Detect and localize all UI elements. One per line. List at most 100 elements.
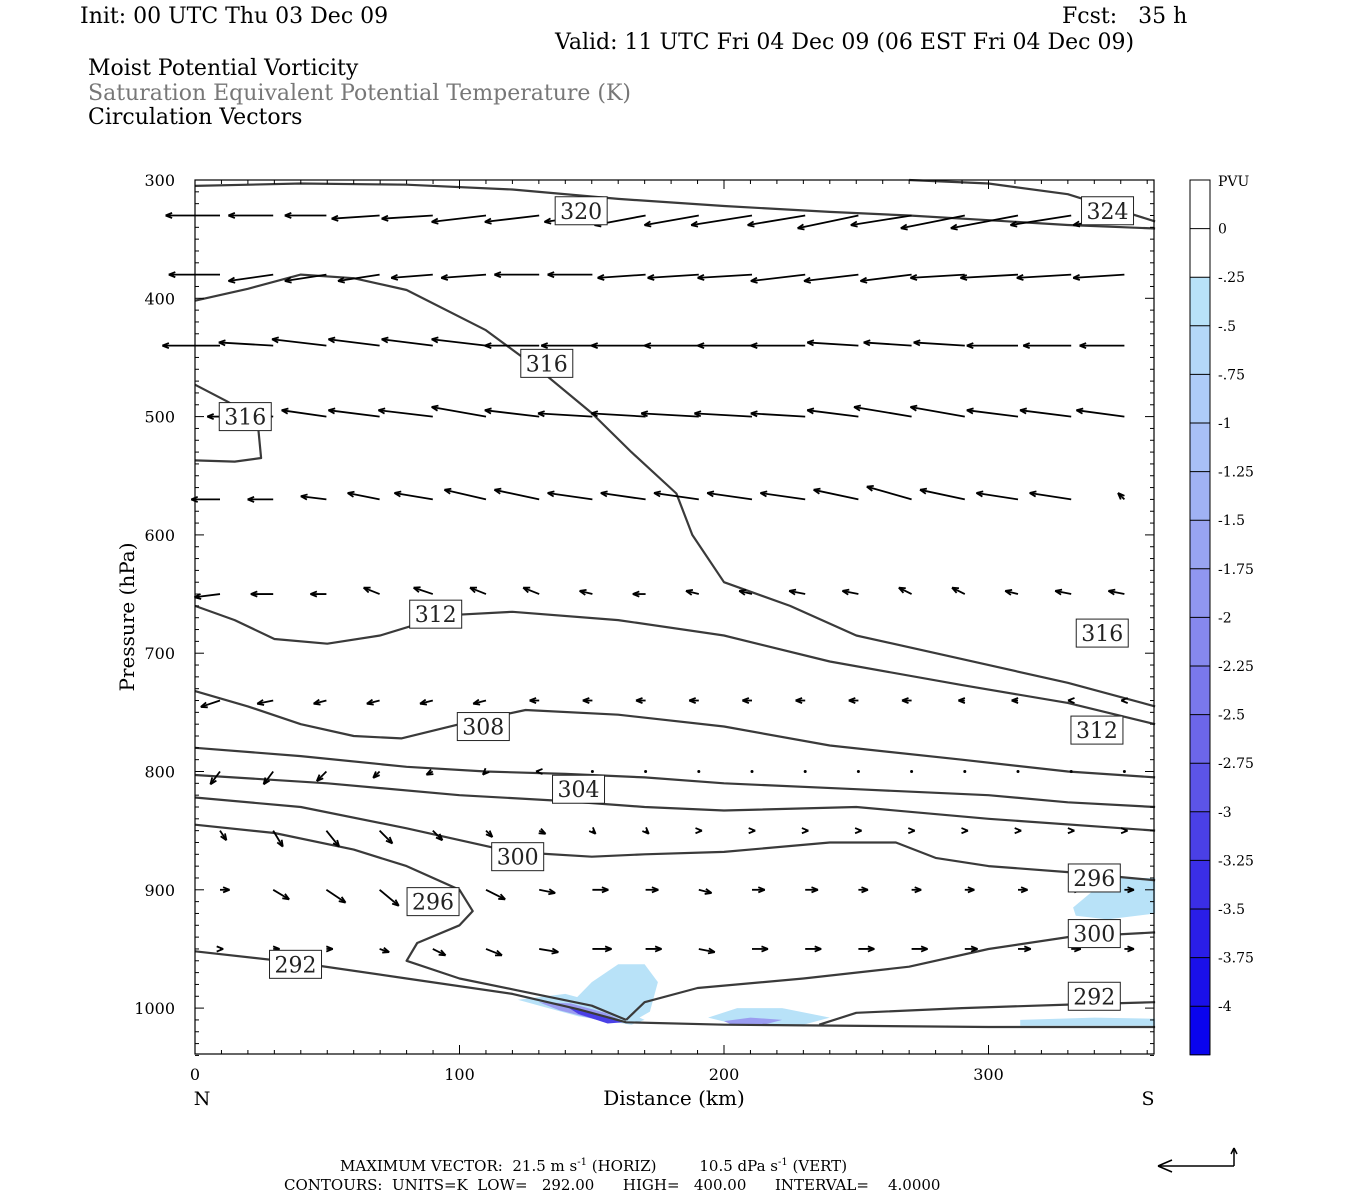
contour-line-296	[625, 931, 1156, 1021]
svg-text:300: 300	[497, 846, 539, 871]
circulation-vector	[1120, 827, 1128, 835]
contour-label-316: 316	[1075, 618, 1129, 648]
contour-label-300: 300	[1067, 919, 1121, 949]
circulation-vector	[850, 214, 912, 228]
circulation-vector	[529, 697, 540, 704]
circulation-vector	[547, 271, 593, 279]
y-tick-label: 600	[144, 526, 175, 545]
contour-label-316: 316	[218, 402, 272, 432]
colorbar-label: -.25	[1218, 270, 1245, 286]
circulation-vector	[863, 339, 912, 347]
circulation-vector	[216, 945, 224, 953]
circulation-vector	[738, 589, 753, 596]
circulation-vector	[378, 830, 394, 845]
circulation-vector	[1075, 407, 1125, 418]
circulation-vector	[698, 947, 716, 955]
circulation-vector	[1069, 770, 1073, 773]
colorbar-swatch	[1190, 568, 1210, 618]
init-time: Init: 00 UTC Thu 03 Dec 09	[80, 4, 389, 29]
colorbar-swatch	[1190, 811, 1210, 861]
mpv-shading-5	[724, 1017, 783, 1025]
circulation-vector	[647, 273, 699, 281]
circulation-vector	[494, 271, 540, 279]
circulation-vector	[256, 699, 274, 706]
colorbar-title: PVU	[1218, 174, 1250, 190]
colorbar-label: -4	[1218, 999, 1232, 1015]
contour-label-296: 296	[406, 887, 460, 917]
circulation-vector	[909, 404, 965, 418]
circulation-vector	[485, 830, 494, 838]
circulation-vector	[1016, 770, 1020, 773]
valid-time: Valid: 11 UTC Fri 04 Dec 09 (06 EST Fri …	[555, 30, 1135, 55]
circulation-vector	[805, 886, 819, 894]
colorbar-swatch	[1190, 180, 1210, 230]
circulation-vector	[759, 490, 806, 501]
circulation-vector	[597, 273, 646, 281]
colorbar-swatch	[1190, 763, 1210, 813]
circulation-vector	[1072, 273, 1125, 281]
contour-label-292: 292	[269, 949, 323, 979]
circulation-vector	[797, 214, 859, 231]
circulation-vector	[325, 945, 334, 953]
circulation-vector	[209, 770, 221, 786]
circulation-vector	[1014, 827, 1022, 835]
contour-line-320	[194, 182, 1156, 230]
circulation-vector	[805, 945, 822, 953]
circulation-vector	[592, 945, 612, 953]
circulation-vector	[315, 770, 328, 782]
circulation-vector	[592, 886, 609, 894]
circulation-vector	[697, 342, 752, 350]
circulation-vector	[653, 490, 699, 501]
circulation-vector	[801, 827, 809, 835]
circulation-vector	[469, 586, 487, 595]
circulation-vector	[425, 768, 434, 776]
circulation-vector	[440, 273, 487, 281]
contour-line-292	[194, 823, 627, 1021]
circulation-vector	[1054, 588, 1072, 596]
colorbar-swatch	[1190, 666, 1210, 716]
circulation-vector	[579, 589, 593, 596]
circulation-vector	[165, 212, 220, 219]
circulation-vector	[1124, 945, 1135, 953]
circulation-vector	[393, 490, 433, 501]
circulation-vector	[206, 413, 220, 421]
circulation-vector	[1067, 697, 1075, 704]
circulation-vector	[966, 342, 1018, 350]
circulation-vector	[162, 342, 220, 350]
circulation-vector	[848, 697, 859, 704]
circulation-vector	[950, 214, 1019, 231]
svg-text:308: 308	[462, 716, 504, 741]
circulation-vector	[379, 889, 400, 907]
y-tick-label: 500	[144, 408, 175, 427]
contour-label-300: 300	[491, 842, 545, 872]
circulation-vector	[366, 698, 380, 706]
circulation-vector	[200, 699, 221, 709]
circulation-vector	[858, 945, 875, 953]
circulation-vector	[632, 590, 646, 598]
circulation-vector	[645, 886, 659, 894]
contour-label-292: 292	[1067, 981, 1121, 1011]
circulation-vector	[1107, 588, 1125, 596]
circulation-vector	[642, 827, 650, 835]
circulation-vector	[484, 214, 540, 225]
circulation-vector	[538, 828, 547, 835]
colorbar-label: -2	[1218, 610, 1232, 626]
circulation-vector	[690, 214, 753, 228]
circulation-vector	[1067, 827, 1075, 835]
circulation-vector	[911, 945, 928, 953]
circulation-vector	[698, 888, 713, 895]
circulation-vector	[853, 404, 912, 418]
field-title-mpv: Moist Potential Vorticity	[88, 56, 359, 81]
contour-line-300	[194, 773, 1156, 832]
circulation-vector	[377, 407, 433, 418]
colorbar-label: -.5	[1218, 319, 1236, 335]
circulation-vector	[901, 697, 912, 704]
y-tick-label: 700	[144, 644, 175, 663]
svg-text:324: 324	[1087, 200, 1129, 225]
circulation-vector	[964, 886, 975, 894]
y-tick-label: 400	[144, 289, 175, 308]
svg-text:296: 296	[412, 891, 454, 916]
colorbar-swatch	[1190, 860, 1210, 910]
colorbar-label: -1.5	[1218, 513, 1245, 529]
circulation-vector	[697, 770, 701, 773]
